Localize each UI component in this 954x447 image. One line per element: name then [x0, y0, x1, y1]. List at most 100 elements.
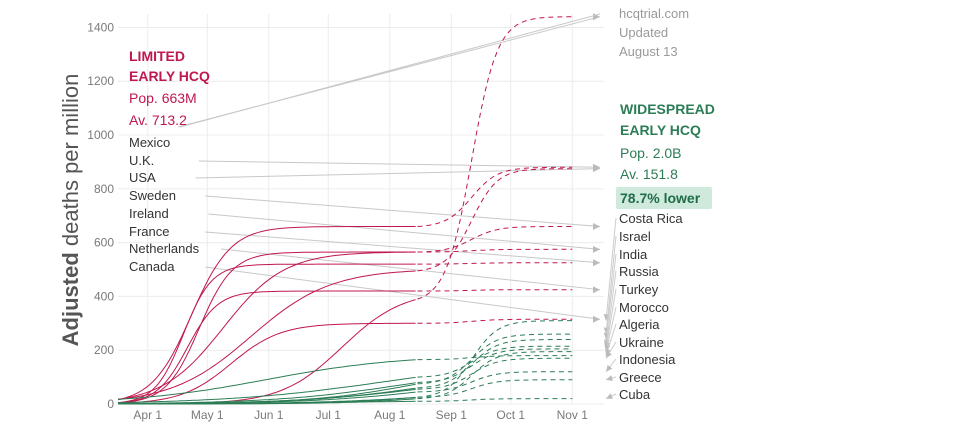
- grid: [118, 14, 604, 405]
- limited-country-label: Canada: [129, 259, 175, 274]
- widespread-connector: [605, 253, 617, 340]
- limited-connector: [205, 266, 601, 320]
- limited-country-label: Mexico: [129, 135, 170, 150]
- limited-line-sweden: [117, 251, 416, 400]
- widespread-projection-russia: [417, 345, 573, 378]
- widespread-average: Av. 151.8: [620, 166, 678, 182]
- x-tick-label: Oct 1: [496, 408, 525, 422]
- y-axis-label-bold: Adjusted: [58, 252, 83, 346]
- limited-projection-ireland: [417, 248, 573, 253]
- widespread-lower-percentage: 78.7% lower: [620, 190, 701, 206]
- limited-line-france: [117, 263, 416, 404]
- limited-heading-line2: EARLY HCQ: [129, 68, 210, 84]
- source-site: hcqtrial.com: [619, 6, 689, 21]
- source-connector: [179, 13, 601, 128]
- widespread-connector: [605, 306, 617, 352]
- widespread-country-label: Indonesia: [619, 352, 676, 367]
- limited-country-label: France: [129, 224, 169, 239]
- limited-connector: [205, 195, 601, 227]
- widespread-country-label: Morocco: [619, 300, 669, 315]
- y-tick-label: 0: [107, 397, 114, 411]
- limited-connector: [195, 168, 601, 179]
- limited-arrowhead: [593, 315, 600, 323]
- widespread-projection-algeria: [417, 355, 573, 361]
- widespread-population: Pop. 2.0B: [620, 145, 682, 161]
- limited-line-mexico: [118, 299, 416, 405]
- limited-arrowhead: [593, 286, 600, 294]
- widespread-arrowhead: [606, 393, 613, 399]
- limited-projection-netherlands: [417, 289, 573, 292]
- y-tick-label: 400: [94, 289, 114, 303]
- widespread-heading-line1: WIDESPREAD: [620, 101, 715, 117]
- limited-line-netherlands: [117, 290, 416, 404]
- limited-line-canada: [117, 322, 416, 404]
- limited-arrowhead: [593, 259, 600, 267]
- widespread-line-algeria: [117, 359, 416, 400]
- limited-country-label: Netherlands: [129, 241, 200, 256]
- limited-projection-mexico: [417, 16, 573, 300]
- y-tick-label: 200: [94, 343, 114, 357]
- x-tick-label: Aug 1: [374, 408, 406, 422]
- x-tick-label: Jun 1: [254, 408, 284, 422]
- limited-country-label: USA: [129, 170, 156, 185]
- widespread-connector: [605, 270, 617, 347]
- widespread-country-labels: Costa Rica Israel India Russia Turkey Morocco…: [619, 211, 683, 402]
- label-connectors: [177, 13, 617, 400]
- source-updated: Updated: [619, 25, 668, 40]
- widespread-country-label: Greece: [619, 370, 662, 385]
- limited-country-label: Ireland: [129, 206, 169, 221]
- limited-country-labels: Mexico U.K. USA Sweden Ireland France Netherla…: [129, 135, 200, 274]
- x-tick-label: Apr 1: [133, 408, 162, 422]
- limited-arrowhead: [593, 222, 600, 230]
- widespread-country-label: Russia: [619, 264, 660, 279]
- widespread-country-label: Algeria: [619, 317, 660, 332]
- y-tick-label: 600: [94, 236, 114, 250]
- widespread-projection-ukraine: [417, 357, 573, 390]
- widespread-line-cuba: [118, 400, 416, 405]
- widespread-arrowhead: [606, 364, 613, 372]
- widespread-country-label: Cuba: [619, 387, 651, 402]
- widespread-arrowhead: [606, 375, 613, 381]
- y-tick-label: 800: [94, 182, 114, 196]
- limited-connector: [198, 160, 601, 168]
- widespread-projection-indonesia: [417, 371, 573, 393]
- limited-connector: [221, 248, 601, 291]
- widespread-country-label: Ukraine: [619, 335, 664, 350]
- widespread-country-label: Turkey: [619, 282, 659, 297]
- widespread-hcq-legend: WIDESPREAD EARLY HCQ Pop. 2.0B Av. 151.8…: [616, 101, 715, 209]
- limited-connector: [208, 213, 601, 250]
- widespread-connector: [605, 217, 617, 321]
- widespread-country-label: India: [619, 247, 648, 262]
- widespread-arrowhead: [606, 351, 612, 359]
- source-date: August 13: [619, 44, 678, 59]
- x-axis-ticks: Apr 1 May 1 Jun 1 Jul 1 Aug 1 Sep 1 Oct 1 Nov 1: [133, 408, 588, 422]
- x-tick-label: Sep 1: [436, 408, 468, 422]
- limited-projection-canada: [417, 318, 573, 324]
- widespread-projection-turkey: [417, 348, 573, 383]
- limited-projection-u-k-: [417, 166, 573, 227]
- limited-line-u-k-: [117, 226, 416, 401]
- x-tick-label: Jul 1: [316, 408, 342, 422]
- widespread-projection-india: [417, 338, 573, 389]
- y-axis-label: Adjusted deaths per million: [58, 74, 83, 347]
- widespread-connector: [605, 288, 617, 349]
- y-axis-label-rest: deaths per million: [58, 74, 83, 246]
- limited-line-ireland: [117, 251, 416, 404]
- widespread-country-label: Israel: [619, 229, 651, 244]
- widespread-projection-cuba: [417, 398, 573, 402]
- widespread-country-label: Costa Rica: [619, 211, 683, 226]
- y-tick-label: 1200: [87, 74, 114, 88]
- x-tick-label: May 1: [191, 408, 224, 422]
- widespread-heading-line2: EARLY HCQ: [620, 122, 701, 138]
- widespread-line-russia: [117, 376, 416, 403]
- limited-arrowhead: [593, 245, 600, 253]
- limited-population: Pop. 663M: [129, 90, 197, 106]
- limited-projection-sweden: [417, 226, 573, 253]
- widespread-projection-israel: [417, 333, 573, 385]
- limited-projection-usa: [417, 168, 573, 272]
- widespread-connector: [605, 235, 617, 335]
- limited-country-label: U.K.: [129, 153, 154, 168]
- limited-line-usa: [117, 270, 416, 400]
- series-lines: [117, 16, 573, 405]
